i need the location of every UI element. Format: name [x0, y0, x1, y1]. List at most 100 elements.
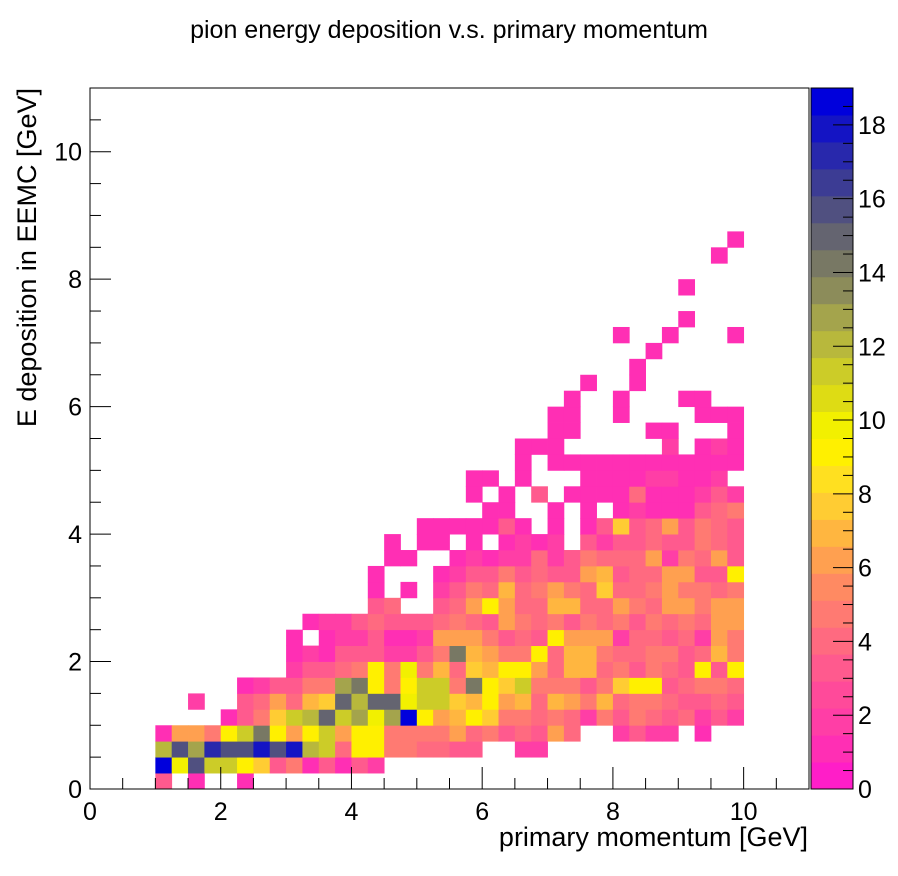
- heatmap-bin: [580, 502, 597, 519]
- heatmap-bin: [727, 661, 745, 678]
- heatmap-bin: [384, 677, 401, 694]
- heatmap-bin: [612, 629, 630, 647]
- heatmap-bin: [367, 597, 385, 615]
- heatmap-bin: [318, 677, 336, 694]
- y-tick-label: 10: [54, 139, 82, 167]
- heatmap-bin: [629, 565, 646, 583]
- heatmap-bin: [710, 518, 728, 535]
- heatmap-bin: [563, 629, 581, 647]
- heatmap-bin: [531, 534, 548, 551]
- heatmap-bin: [580, 629, 597, 647]
- heatmap-bin: [645, 725, 663, 742]
- heatmap-bin: [351, 613, 369, 631]
- heatmap-bin: [710, 486, 728, 503]
- heatmap-bin: [416, 725, 434, 742]
- heatmap-bin: [465, 518, 483, 535]
- heatmap-bin: [482, 725, 499, 742]
- heatmap-bin: [727, 677, 745, 694]
- heatmap-bin: [416, 613, 434, 631]
- heatmap-bin: [612, 645, 630, 662]
- heatmap-bin: [384, 629, 401, 647]
- color-scale-tick-label: 10: [858, 407, 886, 435]
- heatmap-bin: [449, 709, 467, 726]
- heatmap-bin: [253, 677, 271, 694]
- heatmap-bin: [318, 661, 336, 678]
- heatmap-bin: [727, 438, 745, 455]
- heatmap-bin: [384, 645, 401, 662]
- heatmap-bin: [188, 741, 205, 758]
- heatmap-bin: [710, 406, 728, 423]
- heatmap-bin: [155, 741, 173, 758]
- heatmap-bin: [563, 550, 581, 567]
- heatmap-bin: [727, 231, 745, 248]
- heatmap-bin: [547, 534, 565, 551]
- heatmap-bin: [498, 725, 516, 742]
- heatmap-bin: [710, 247, 728, 264]
- heatmap-bin: [531, 693, 548, 710]
- heatmap-bin: [351, 709, 369, 726]
- heatmap-bin: [318, 693, 336, 710]
- heatmap-bin: [514, 613, 532, 631]
- heatmap-bin: [645, 677, 663, 694]
- heatmap-bin: [302, 725, 320, 742]
- heatmap-bin: [269, 709, 287, 726]
- heatmap-bin: [514, 470, 532, 487]
- heatmap-bin: [612, 502, 630, 519]
- heatmap-bin: [661, 534, 679, 551]
- color-scale-tick-label: 12: [858, 333, 886, 361]
- heatmap-bin: [188, 725, 205, 742]
- heatmap-bin: [580, 597, 597, 615]
- heatmap-bin: [547, 629, 565, 647]
- heatmap-bin: [710, 438, 728, 455]
- heatmap-bin: [498, 645, 516, 662]
- heatmap-bin: [531, 629, 548, 647]
- y-tick-label: 8: [68, 266, 82, 294]
- heatmap-bin: [629, 645, 646, 662]
- heatmap-bin: [547, 422, 565, 439]
- heatmap-bin: [678, 486, 696, 503]
- heatmap-bin: [678, 454, 696, 471]
- color-scale-segment: [811, 492, 853, 520]
- heatmap-bin: [465, 645, 483, 662]
- heatmap-bin: [269, 725, 287, 742]
- heatmap-bin: [514, 741, 532, 758]
- heatmap-bin: [694, 502, 712, 519]
- x-tick-label: 2: [214, 798, 228, 826]
- heatmap-bin: [465, 661, 483, 678]
- heatmap-bin: [367, 757, 385, 774]
- heatmap-bin: [531, 661, 548, 678]
- heatmap-bin: [498, 502, 516, 519]
- heatmap-bin: [678, 279, 696, 296]
- heatmap-bin: [465, 534, 483, 551]
- heatmap-bin: [563, 581, 581, 599]
- heatmap-bin: [629, 613, 646, 631]
- heatmap-bin: [645, 342, 663, 360]
- heatmap-bin: [237, 693, 254, 710]
- heatmap-bin: [433, 597, 450, 615]
- heatmap-bin: [400, 629, 418, 647]
- heatmap-bin: [155, 757, 173, 774]
- heatmap-bin: [433, 613, 450, 631]
- heatmap-bin: [661, 677, 679, 694]
- heatmap-bin: [596, 645, 614, 662]
- heatmap-bin: [547, 597, 565, 615]
- heatmap-bin: [727, 326, 745, 344]
- heatmap-bin: [482, 550, 499, 567]
- heatmap-bin: [367, 677, 385, 694]
- heatmap-bin: [710, 677, 728, 694]
- heatmap-bin: [710, 565, 728, 583]
- heatmap-bin: [612, 709, 630, 726]
- heatmap-bin: [531, 709, 548, 726]
- heatmap-bin: [482, 661, 499, 678]
- heatmap-bin: [286, 741, 303, 758]
- heatmap-bin: [629, 534, 646, 551]
- heatmap-bin: [678, 502, 696, 519]
- x-axis: 0 2 4 6 8 10: [83, 767, 810, 826]
- heatmap-bin: [629, 709, 646, 726]
- heatmap-bin: [531, 645, 548, 662]
- heatmap-bin: [465, 486, 483, 503]
- heatmap-bin: [710, 454, 728, 471]
- heatmap-bin: [514, 438, 532, 455]
- heatmap-bin: [449, 629, 467, 647]
